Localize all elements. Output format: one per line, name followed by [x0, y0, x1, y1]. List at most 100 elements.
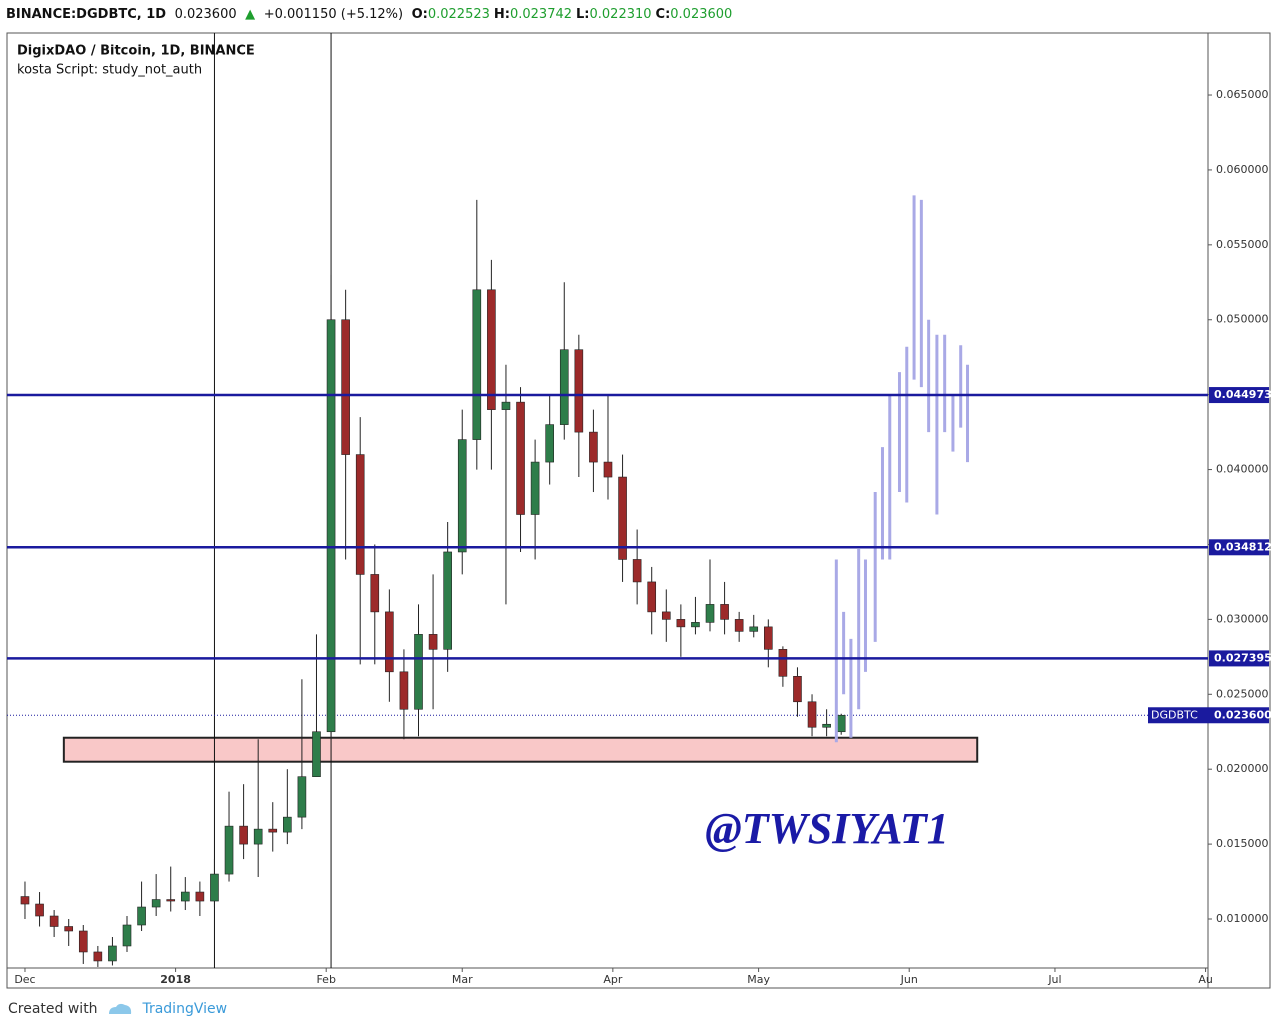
candle-body	[836, 714, 846, 733]
candle-body	[501, 401, 511, 410]
chart: DigixDAO / Bitcoin, 1D, BINANCE kosta Sc…	[6, 32, 1272, 989]
candle-body	[253, 828, 263, 845]
symbol: BINANCE:DGDBTC, 1D	[6, 7, 167, 22]
candle-body	[239, 825, 248, 845]
candle-body	[195, 891, 205, 902]
level-tag	[1209, 539, 1269, 556]
candle-body	[78, 930, 88, 953]
frame	[6, 32, 1271, 989]
candle-body	[764, 626, 773, 650]
tv-logo	[109, 1003, 132, 1014]
candle-body	[720, 604, 729, 620]
x-tick-label: Dec	[14, 973, 35, 986]
x-tick-label: Jul	[1047, 973, 1061, 986]
candle-body	[822, 723, 831, 728]
change: +0.001150 (+5.12%)	[263, 7, 404, 22]
symbol-header: BINANCE:DGDBTC, 1D 0.023600 ▲ +0.001150 …	[6, 7, 740, 22]
arrow: ▲	[245, 7, 256, 22]
chart-title: DigixDAO / Bitcoin, 1D, BINANCE	[17, 44, 255, 59]
y-tick-label: 0.030000	[1216, 612, 1269, 625]
last-price: 0.023600	[174, 7, 237, 22]
candle-body	[443, 551, 452, 650]
y-tick-label: 0.020000	[1216, 762, 1269, 775]
candle-body	[589, 431, 598, 463]
candle-body	[137, 906, 146, 926]
candle-body	[487, 289, 496, 410]
current-name: DGDBTC	[1151, 708, 1198, 721]
y-tick-label: 0.025000	[1216, 687, 1269, 700]
candle-body	[734, 619, 744, 632]
x-tick-label: Jun	[900, 973, 918, 986]
candle-body	[312, 731, 321, 777]
candle-body	[370, 574, 380, 613]
chart-subtitle: kosta Script: study_not_auth	[17, 63, 202, 78]
candle-body	[355, 454, 365, 575]
candle-body	[632, 559, 642, 583]
ohlc-label: O:	[411, 7, 428, 22]
support-zone	[62, 736, 979, 763]
candle-body	[457, 439, 467, 553]
candle-body	[64, 926, 74, 932]
candle-body	[661, 611, 671, 620]
y-tick-label: 0.055000	[1216, 238, 1269, 251]
level-label: 0.034812	[1214, 540, 1272, 553]
level-tag	[1209, 387, 1269, 404]
candle-body	[676, 619, 686, 628]
y-tick-label: 0.065000	[1216, 88, 1269, 101]
level-tag	[1209, 650, 1269, 667]
footer-brand: TradingView	[142, 1001, 228, 1017]
y-tick-label: 0.050000	[1216, 313, 1269, 326]
y-tick-label: 0.060000	[1216, 163, 1269, 176]
candle-body	[647, 581, 657, 613]
candle-body	[414, 634, 423, 710]
watermark: @TWSIYAT1	[705, 804, 949, 853]
candle-body	[545, 424, 554, 463]
candle-body	[297, 776, 307, 818]
current-tag	[1148, 707, 1269, 724]
ohlc-label: H:	[493, 7, 510, 22]
x-tick-label: Au	[1198, 973, 1213, 986]
candle-body	[530, 461, 540, 515]
candle-body	[618, 476, 627, 560]
candle-body	[399, 671, 409, 710]
candle-body	[93, 951, 103, 962]
candle-body	[691, 622, 700, 628]
footer: Created with TradingView	[8, 1001, 227, 1017]
ohlc-label: L:	[576, 7, 590, 22]
candle-body	[428, 634, 438, 650]
ohlc-value: 0.022523	[427, 7, 490, 22]
candle-body	[603, 461, 613, 478]
candle-body	[385, 611, 394, 673]
candle-body	[326, 319, 336, 733]
candle-body	[705, 604, 715, 623]
ohlc-value: 0.022310	[589, 7, 652, 22]
candle-body	[180, 891, 190, 902]
candle-body	[166, 899, 176, 902]
candle-body	[749, 626, 759, 632]
ohlc: O:0.022523 H:0.023742 L:0.022310 C:0.023600	[412, 7, 737, 22]
candle-body	[341, 319, 350, 455]
candle-body	[778, 649, 788, 677]
candle-body	[283, 816, 292, 833]
candle-body	[574, 349, 584, 433]
candle-body	[122, 924, 132, 947]
candle-body	[516, 401, 525, 515]
x-tick-label: 2018	[160, 973, 191, 986]
y-tick-label: 0.010000	[1216, 912, 1269, 925]
candle-body	[108, 945, 117, 962]
candle-body	[49, 915, 59, 927]
candle-body	[472, 289, 482, 440]
ohlc-value: 0.023742	[509, 7, 573, 22]
level-label: 0.027395	[1214, 651, 1272, 664]
candle-body	[35, 903, 44, 917]
candle-body	[807, 701, 817, 728]
candle-body	[559, 349, 569, 425]
footer-prefix: Created with	[8, 1001, 98, 1017]
candle-body	[224, 825, 234, 875]
y-tick-label: 0.040000	[1216, 463, 1269, 476]
candle-body	[793, 676, 802, 703]
candle-body	[268, 828, 278, 833]
candle-body	[151, 899, 161, 908]
x-tick-label: Feb	[316, 973, 335, 986]
